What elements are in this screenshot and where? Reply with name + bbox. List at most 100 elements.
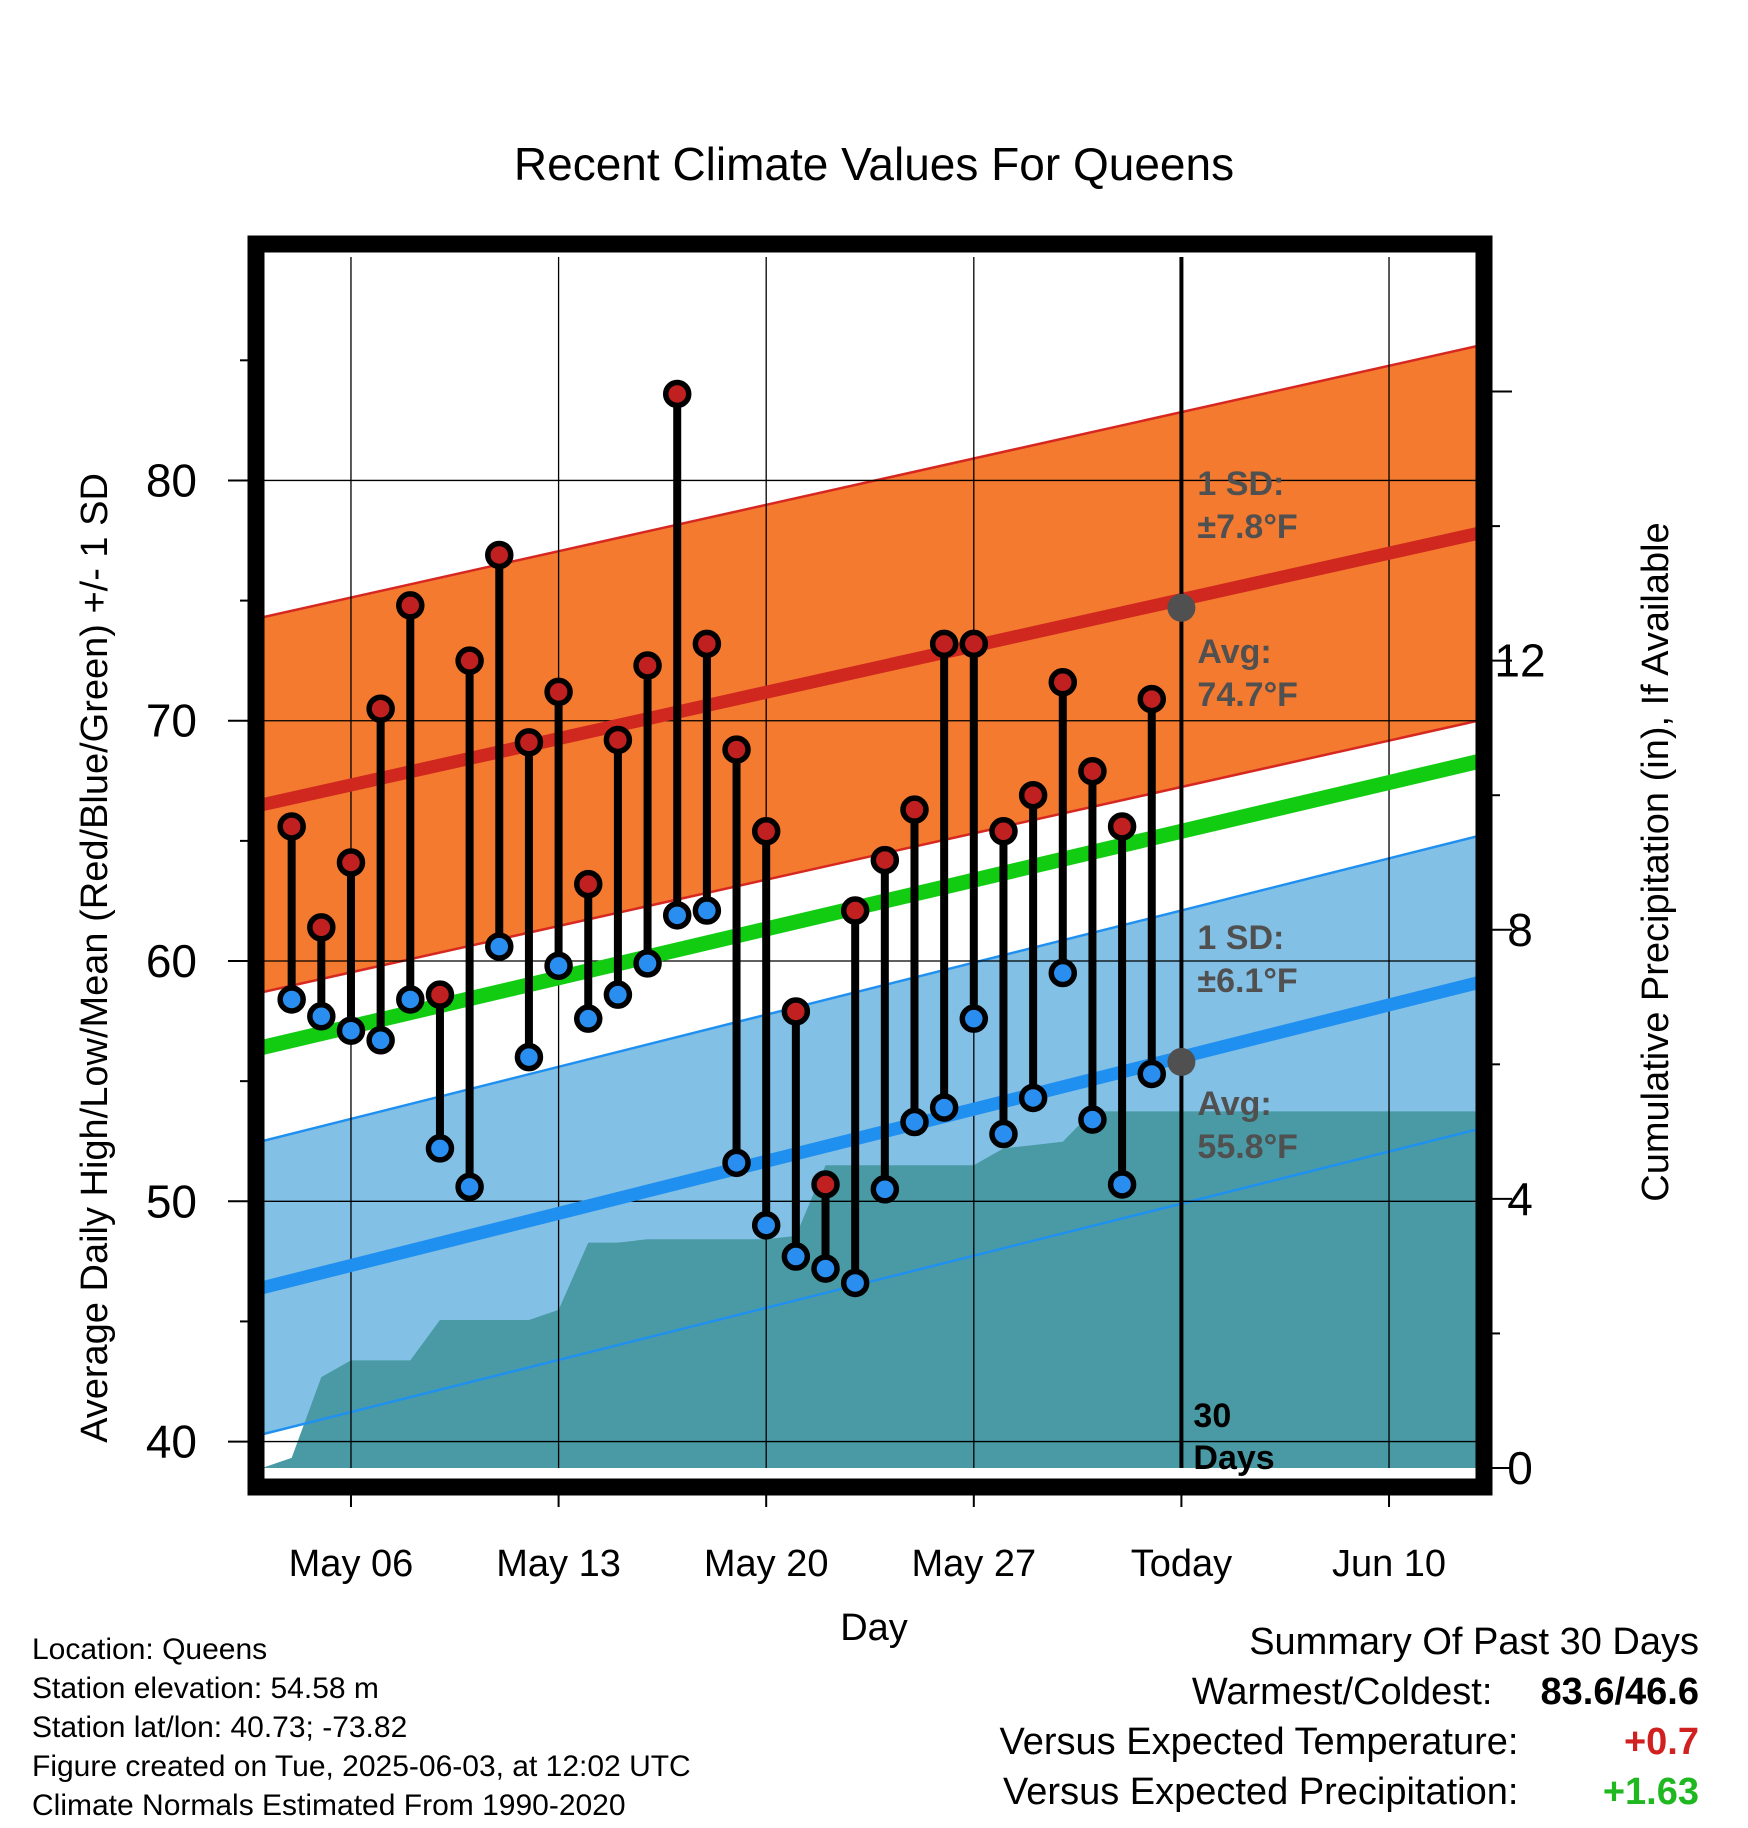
warmest-coldest-value: 83.6/46.6 <box>1540 1671 1700 1713</box>
daily-high-point <box>989 817 1018 846</box>
warmest-coldest-row: Warmest/Coldest: 83.6/46.6 <box>1000 1667 1699 1717</box>
daily-high-point <box>1107 812 1137 841</box>
x-tick-label: Today <box>1131 1543 1232 1585</box>
daily-high-point <box>425 980 455 1009</box>
daily-low-point <box>1137 1059 1167 1089</box>
daily-high-point <box>1018 780 1048 810</box>
daily-high-point <box>514 728 544 757</box>
daily-low-point <box>573 1004 603 1033</box>
daily-high-point <box>870 845 900 875</box>
daily-low-point <box>1078 1105 1107 1134</box>
created-text: Figure created on Tue, 2025-06-03, at 12… <box>32 1750 691 1783</box>
daily-low-point <box>781 1242 811 1271</box>
low-sd-lower-edge <box>262 1127 1478 1436</box>
daily-low-point <box>455 1172 484 1202</box>
daily-low-point <box>900 1107 929 1137</box>
daily-low-point <box>277 985 306 1014</box>
high-sd-upper-edge <box>262 344 1478 619</box>
high-avg-annotation: Avg: 74.7°F <box>1197 633 1298 714</box>
plot-content <box>262 257 1478 1468</box>
daily-high-point <box>1137 684 1167 714</box>
daily-high-point <box>959 629 989 659</box>
daily-high-point <box>811 1170 840 1199</box>
station-info: Location: Queens Station elevation: 54.5… <box>32 1630 691 1825</box>
daily-high-point <box>336 848 366 877</box>
daily-low-point <box>514 1042 544 1072</box>
daily-low-point <box>485 932 514 961</box>
daily-low-point <box>989 1119 1018 1149</box>
temp-anomaly-label: Versus Expected Temperature: <box>999 1721 1519 1763</box>
daily-high-point <box>603 725 633 755</box>
y-axis-label-left: Average Daily High/Low/Mean (Red/Blue/Gr… <box>74 473 116 1443</box>
daily-low-point <box>722 1148 751 1178</box>
daily-low-point <box>307 1002 336 1031</box>
daily-low-point <box>870 1175 900 1204</box>
y-left-tick-label: 50 <box>146 1175 197 1227</box>
daily-high-point <box>900 795 929 824</box>
plot-area: 1 SD: ±7.8°F Avg: 74.7°F 1 SD: ±6.1°F Avg: 55.8… <box>262 257 1478 1477</box>
y-axis-label-right: Cumulative Precipitation (in), If Availa… <box>1635 522 1677 1201</box>
daily-high-point <box>307 913 336 942</box>
daily-high-point <box>781 997 811 1026</box>
daily-high-point <box>662 379 692 409</box>
high-sd-annotation: 1 SD: ±7.8°F <box>1197 465 1297 546</box>
y-right-tick-label: 8 <box>1507 904 1533 956</box>
y-left-tick-label: 40 <box>146 1416 197 1468</box>
y-right-tick-label: 0 <box>1507 1442 1533 1494</box>
today-days-label: 30 Days <box>1193 1397 1274 1477</box>
y-left-tick-label: 60 <box>146 935 197 987</box>
daily-low-point <box>603 980 633 1009</box>
x-tick-label: May 27 <box>911 1543 1036 1585</box>
low-avg-annotation: Avg: 55.8°F <box>1197 1085 1298 1166</box>
temp-anomaly-value: +0.7 <box>1623 1721 1699 1763</box>
daily-low-point <box>336 1016 366 1045</box>
daily-high-point <box>573 869 603 899</box>
x-tick-label: May 20 <box>704 1543 829 1585</box>
daily-low-point <box>1048 958 1078 988</box>
daily-low-point <box>662 901 692 930</box>
high-sd-lower-edge <box>262 719 1478 994</box>
y-left-tick-label: 70 <box>146 695 197 747</box>
y-right-tick-label: 4 <box>1507 1173 1533 1225</box>
summary-title: Summary Of Past 30 Days <box>1249 1621 1699 1663</box>
y-right-tick-label: 12 <box>1494 635 1545 687</box>
latlon-text: Station lat/lon: 40.73; -73.82 <box>32 1711 408 1744</box>
precip-anomaly-label: Versus Expected Precipitation: <box>1003 1771 1519 1813</box>
daily-low-point <box>811 1254 840 1283</box>
daily-high-point <box>544 677 573 707</box>
warmest-value: 83.6 <box>1540 1671 1615 1713</box>
warmest-coldest-label: Warmest/Coldest: <box>1191 1671 1493 1713</box>
x-tick-label: May 06 <box>289 1543 414 1585</box>
daily-high-point <box>722 735 751 764</box>
daily-high-point <box>366 694 395 723</box>
location-text: Location: Queens <box>32 1633 268 1666</box>
daily-low-point <box>751 1211 781 1240</box>
precip-area <box>262 1111 1478 1468</box>
daily-low-point <box>1018 1083 1048 1113</box>
daily-high-point <box>840 896 870 925</box>
summary-panel: Summary Of Past 30 Days Warmest/Coldest:… <box>1000 1617 1699 1817</box>
daily-high-point <box>396 591 425 620</box>
daily-high-point <box>1078 756 1107 786</box>
daily-low-point <box>840 1268 870 1298</box>
low-sd-upper-edge <box>262 834 1478 1143</box>
elevation-text: Station elevation: 54.58 m <box>32 1672 379 1705</box>
daily-low-point <box>425 1134 455 1163</box>
precip-anomaly-row: Versus Expected Precipitation: +1.63 <box>1000 1767 1699 1817</box>
normal-high-line <box>262 526 1478 812</box>
today-high-avg-marker <box>1167 593 1196 622</box>
daily-low-point <box>692 896 722 925</box>
daily-high-point <box>633 651 662 680</box>
precip-anomaly-value: +1.63 <box>1602 1771 1699 1813</box>
daily-high-point <box>751 817 781 846</box>
x-tick-label: Jun 10 <box>1332 1543 1446 1585</box>
daily-low-point <box>544 951 573 981</box>
y-left-tick-label: 80 <box>146 454 197 506</box>
today-low-avg-marker <box>1167 1047 1196 1076</box>
daily-high-point <box>455 646 484 675</box>
daily-low-point <box>959 1004 989 1033</box>
coldest-value: 46.6 <box>1625 1671 1699 1713</box>
axes: May 06 May 13 May 20 May 27 Today Jun 1040506… <box>146 235 1546 1585</box>
normals-text: Climate Normals Estimated From 1990-2020 <box>32 1789 626 1822</box>
